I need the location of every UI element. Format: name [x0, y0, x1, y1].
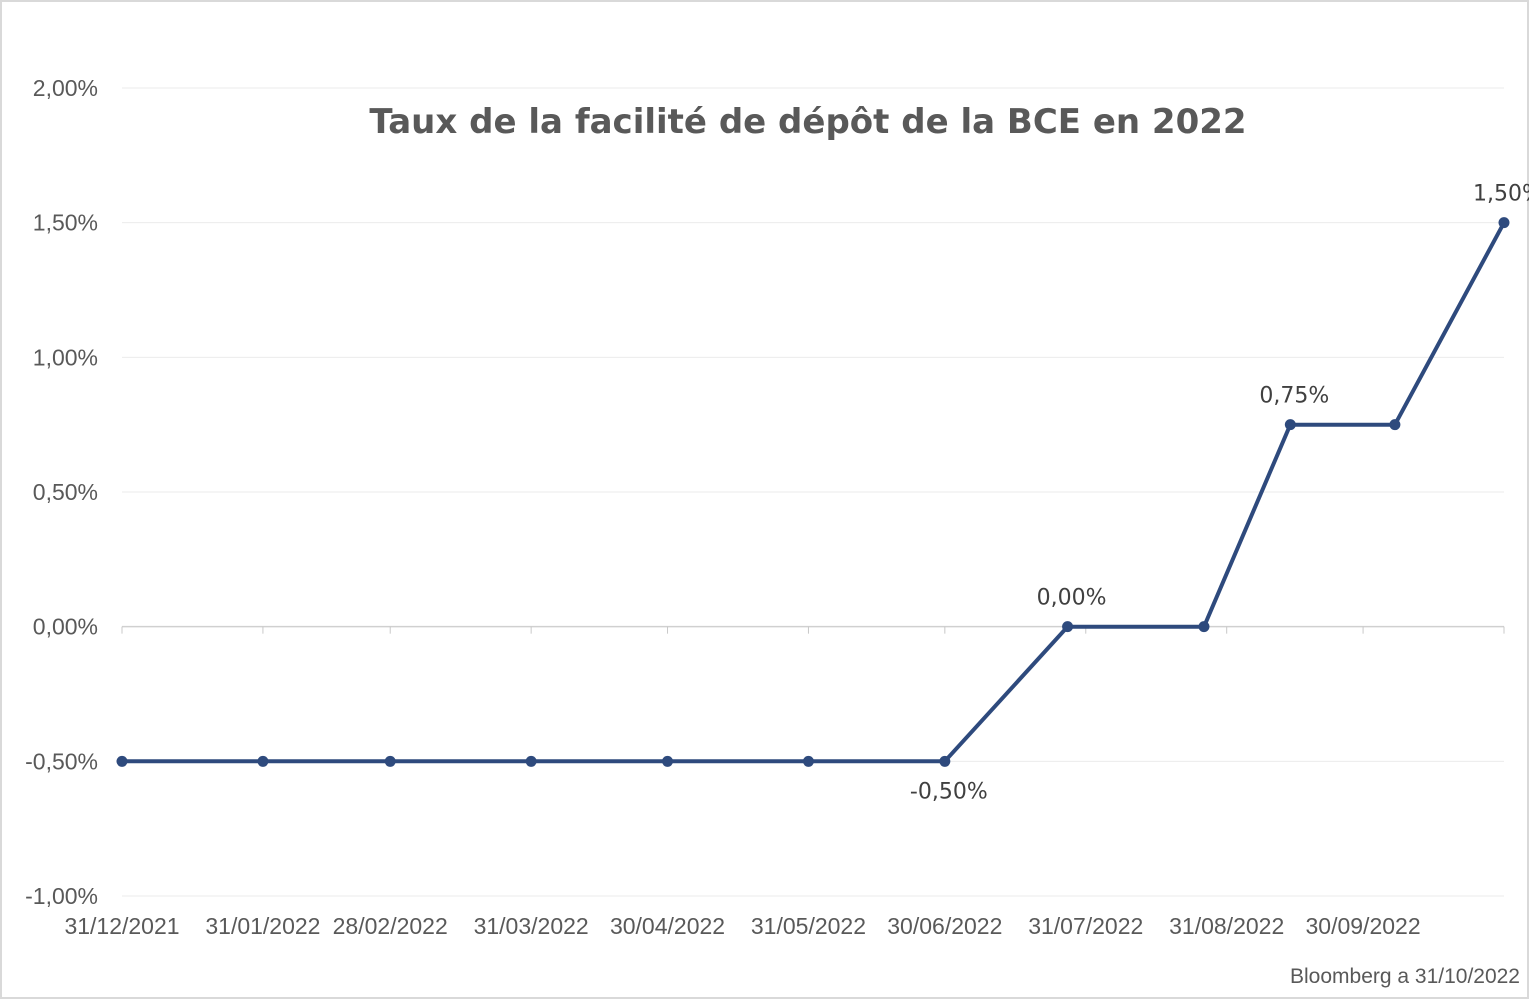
y-tick-label: -0,50%	[25, 748, 98, 774]
data-point	[116, 755, 128, 767]
x-tick-label: 30/04/2022	[610, 913, 725, 939]
data-point	[662, 755, 674, 767]
x-tick-label: 30/06/2022	[887, 913, 1002, 939]
data-label: 0,00%	[1037, 586, 1107, 611]
x-axis-ticks	[121, 626, 1505, 634]
data-point	[525, 755, 537, 767]
x-tick-label: 28/02/2022	[333, 913, 448, 939]
y-tick-label: 2,00%	[33, 75, 98, 101]
data-point	[384, 755, 396, 767]
y-tick-label: 1,50%	[33, 210, 98, 236]
y-tick-label: 0,50%	[33, 479, 98, 505]
x-tick-label: 31/03/2022	[474, 913, 589, 939]
x-tick-label: 30/09/2022	[1306, 913, 1421, 939]
x-tick-label: 31/12/2021	[64, 913, 179, 939]
y-tick-label: 1,00%	[33, 344, 98, 370]
x-tick-label: 31/07/2022	[1028, 913, 1143, 939]
data-labels: -0,50% 0,00% 0,75% 1,50%	[910, 182, 1529, 805]
series-line	[122, 221, 1506, 764]
data-point	[939, 755, 951, 767]
data-point	[1498, 217, 1510, 229]
data-point	[1198, 621, 1210, 633]
data-label: -0,50%	[910, 779, 988, 804]
data-label: 1,50%	[1473, 182, 1529, 207]
data-point	[1284, 419, 1296, 431]
data-label: 0,75%	[1259, 384, 1329, 409]
x-tick-label: 31/05/2022	[751, 913, 866, 939]
data-point	[1389, 419, 1401, 431]
source-note: Bloomberg a 31/10/2022	[1290, 965, 1520, 988]
gridlines	[122, 87, 1504, 897]
data-point	[257, 755, 269, 767]
data-points	[116, 217, 1510, 767]
data-point	[1062, 621, 1074, 633]
data-point	[802, 755, 814, 767]
x-tick-label: 31/01/2022	[205, 913, 320, 939]
series-line-group	[122, 221, 1506, 764]
y-tick-label: 0,00%	[33, 614, 98, 640]
y-tick-label: -1,00%	[25, 883, 98, 909]
x-tick-label: 31/08/2022	[1169, 913, 1284, 939]
chart-title: Taux de la facilité de dépôt de la BCE e…	[369, 102, 1246, 142]
y-axis-labels: -1,00% -0,50% 0,00% 0,50% 1,00% 1,50% 2,00%	[25, 75, 98, 909]
x-axis-labels: 31/12/2021 31/01/2022 28/02/2022 31/03/2022…	[64, 913, 1420, 939]
